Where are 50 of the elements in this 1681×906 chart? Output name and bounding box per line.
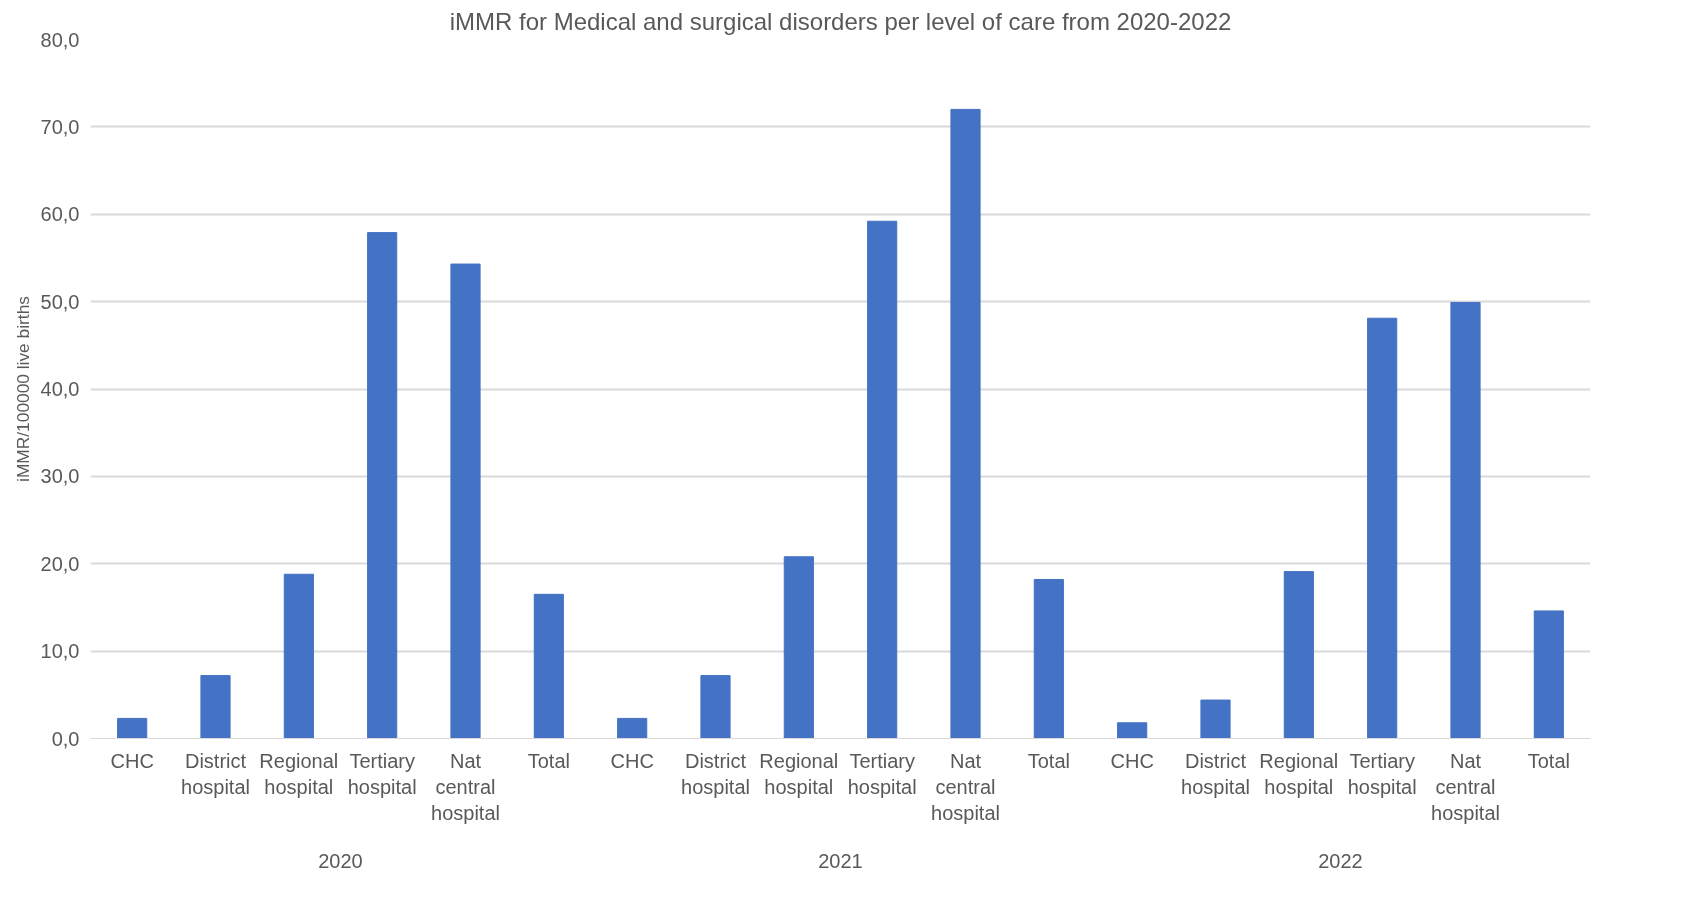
- x-tick-label: CHC: [110, 749, 154, 772]
- bar: [1033, 578, 1064, 739]
- bar: [1200, 699, 1231, 739]
- bar: [200, 675, 231, 739]
- y-axis-title: iMMR/100000 live births: [12, 295, 33, 482]
- x-tick-label: District hospital: [181, 749, 250, 798]
- x-tick-label: District hospital: [681, 749, 750, 798]
- y-tick-label: 40,0: [40, 378, 80, 400]
- chart-title: iMMR for Medical and surgical disorders per level of care from 2020-2022: [449, 7, 1232, 35]
- text: 2022: [1318, 849, 1363, 872]
- bar: [1450, 302, 1481, 739]
- x-tick-label: Total: [527, 749, 570, 772]
- x-tick-label: Tertiary hospital: [847, 749, 917, 798]
- text: 2021: [818, 849, 863, 872]
- y-tick-label: 30,0: [40, 465, 80, 488]
- y-tick-label: 60,0: [40, 203, 80, 226]
- x-tick-label: Tertiary hospital: [1347, 749, 1417, 798]
- bar: [1533, 610, 1564, 739]
- bar: [783, 556, 814, 739]
- bar: [867, 220, 898, 739]
- x-tick-label: Nat central hospital: [431, 749, 500, 825]
- bar: [450, 263, 481, 739]
- x-tick-label: Nat central hospital: [1431, 749, 1500, 825]
- x-tick-label: Total: [1527, 749, 1570, 772]
- bar: [617, 717, 648, 739]
- bar: [950, 108, 981, 739]
- bar: [1283, 571, 1314, 739]
- x-tick-label: Regional hospital: [759, 749, 839, 798]
- y-tick-label: 50,0: [40, 290, 80, 313]
- x-tick-label: CHC: [610, 749, 654, 772]
- x-tick-label: Tertiary hospital: [347, 749, 417, 798]
- y-tick-label: 70,0: [40, 115, 80, 138]
- bar: [1117, 722, 1148, 739]
- x-tick-label: District hospital: [1181, 749, 1250, 798]
- bar: [117, 717, 148, 739]
- y-tick-label: 10,0: [40, 640, 80, 663]
- text: 2020: [318, 849, 363, 872]
- x-tick-label: Regional hospital: [259, 749, 339, 798]
- y-tick-label: 0,0: [51, 727, 80, 750]
- bar: [1367, 317, 1398, 739]
- x-tick-label: Nat central hospital: [931, 749, 1000, 825]
- x-tick-label: CHC: [1110, 749, 1154, 772]
- y-tick-label: 80,0: [40, 28, 80, 51]
- x-tick-label: Regional hospital: [1259, 749, 1339, 798]
- bar: [533, 593, 564, 739]
- y-tick-label: 20,0: [40, 552, 80, 575]
- bar: [367, 232, 398, 739]
- bar: [700, 675, 731, 739]
- bar: [283, 573, 314, 739]
- x-tick-label: Total: [1027, 749, 1070, 772]
